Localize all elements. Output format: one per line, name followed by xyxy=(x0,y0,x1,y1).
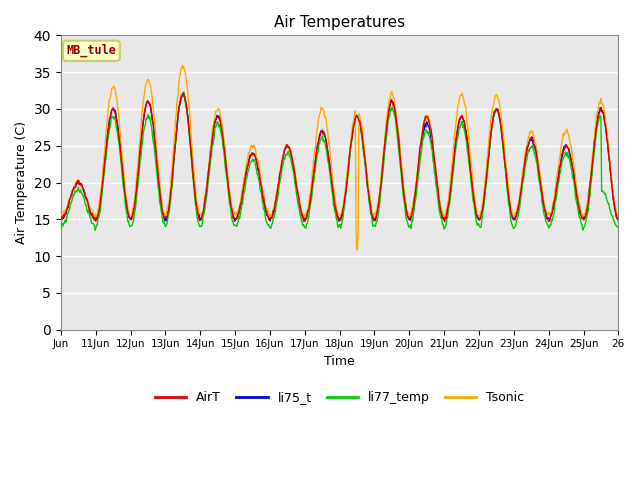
Text: MB_tule: MB_tule xyxy=(67,44,116,58)
Legend: AirT, li75_t, li77_temp, Tsonic: AirT, li75_t, li77_temp, Tsonic xyxy=(150,386,529,409)
Title: Air Temperatures: Air Temperatures xyxy=(274,15,405,30)
Y-axis label: Air Temperature (C): Air Temperature (C) xyxy=(15,121,28,244)
X-axis label: Time: Time xyxy=(324,355,355,368)
